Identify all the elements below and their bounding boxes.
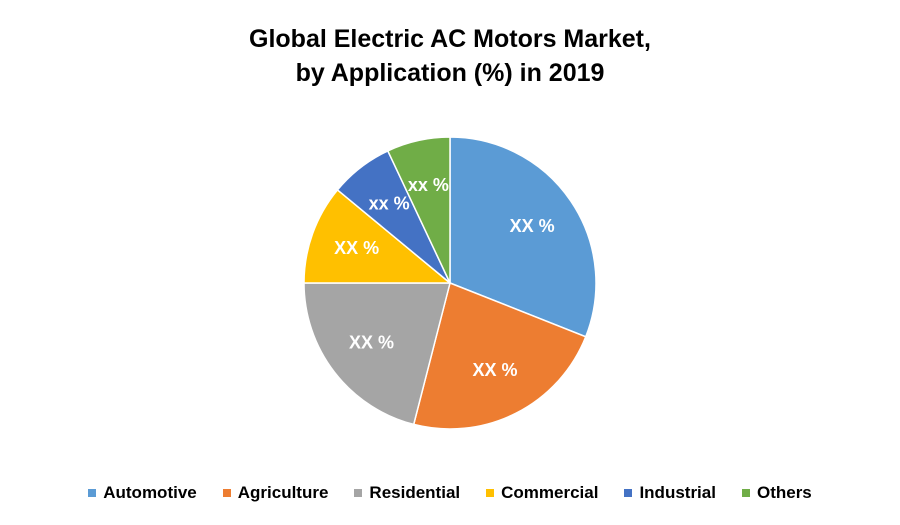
legend-label: Others <box>756 483 812 502</box>
chart-title-line2: by Application (%) in 2019 <box>295 59 605 87</box>
data-label-residential: XX % <box>349 333 394 353</box>
pie-slice-others <box>386 136 451 284</box>
data-label-commercial: XX % <box>334 238 379 258</box>
data-label-industrial: xx % <box>369 193 410 213</box>
legend-item-agriculture: Agriculture <box>222 483 329 503</box>
legend-swatch <box>222 489 231 497</box>
legend-swatch <box>741 489 750 497</box>
legend-label: Agriculture <box>237 483 329 502</box>
legend-swatch <box>624 489 633 497</box>
chart-title: Global Electric AC Motors Market, by App… <box>0 22 900 90</box>
legend-label: Industrial <box>639 483 716 502</box>
legend-label: Commercial <box>501 483 599 502</box>
legend-item-automotive: Automotive <box>88 483 197 503</box>
legend-swatch <box>354 489 363 497</box>
legend-label: Residential <box>369 483 461 502</box>
legend-label: Automotive <box>103 483 197 502</box>
legend-item-residential: Residential <box>354 483 460 503</box>
data-label-agriculture: XX % <box>473 360 518 380</box>
pie-slice-residential <box>303 282 451 426</box>
data-label-others: xx % <box>408 175 449 195</box>
pie-slice-agriculture <box>412 281 587 430</box>
pie-slice-commercial <box>303 188 453 284</box>
legend-item-commercial: Commercial <box>486 483 598 503</box>
chart-legend: Automotive Agriculture Residential Commerci… <box>0 483 900 503</box>
data-label-automotive: XX % <box>510 216 555 236</box>
legend-swatch <box>88 489 97 497</box>
legend-item-others: Others <box>741 483 812 503</box>
pie-slice-automotive <box>449 136 597 338</box>
legend-item-industrial: Industrial <box>624 483 716 503</box>
chart-title-line1: Global Electric AC Motors Market, <box>249 25 651 53</box>
legend-swatch <box>486 489 495 497</box>
